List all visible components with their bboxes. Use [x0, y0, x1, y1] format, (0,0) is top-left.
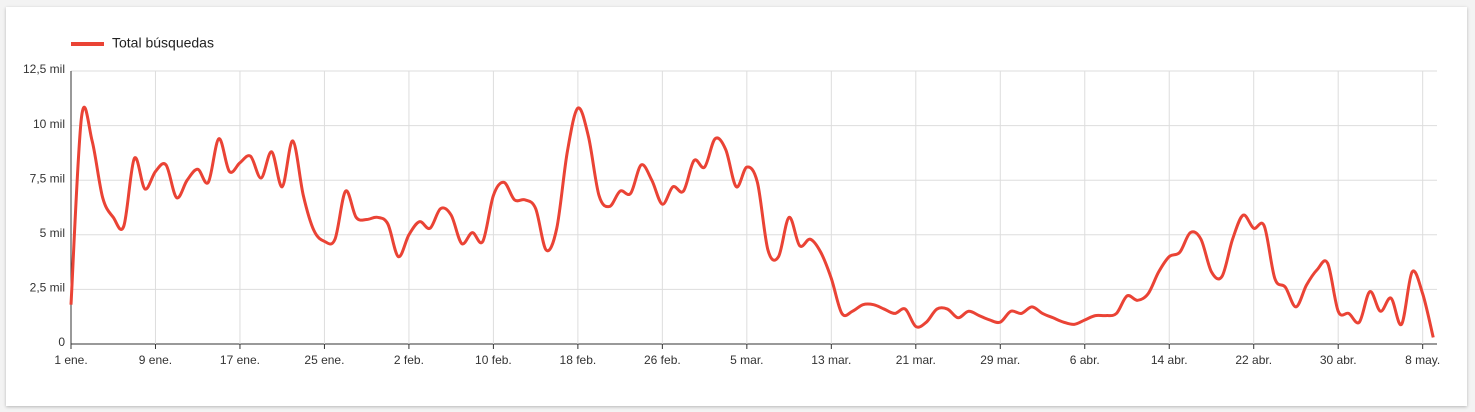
legend-label: Total búsquedas	[112, 35, 214, 51]
y-tick-label: 5 mil	[40, 226, 65, 240]
x-tick-label: 9 ene.	[139, 353, 172, 367]
chart-card	[6, 7, 1467, 406]
x-tick-label: 6 abr.	[1070, 353, 1100, 367]
y-tick-label: 10 mil	[33, 117, 65, 131]
x-tick-label: 8 may.	[1405, 353, 1440, 367]
x-tick-label: 14 abr.	[1151, 353, 1188, 367]
x-tick-label: 18 feb.	[560, 353, 597, 367]
x-tick-label: 5 mar.	[730, 353, 763, 367]
y-tick-label: 7,5 mil	[30, 171, 65, 185]
series-line	[69, 105, 1435, 338]
y-tick-label: 2,5 mil	[30, 281, 65, 295]
x-tick-label: 25 ene.	[304, 353, 344, 367]
x-tick-label: 10 feb.	[475, 353, 512, 367]
x-tick-label: 30 abr.	[1320, 353, 1357, 367]
x-tick-label: 26 feb.	[644, 353, 681, 367]
y-tick-label: 12,5 mil	[23, 62, 65, 76]
x-tick-label: 29 mar.	[980, 353, 1020, 367]
x-tick-label: 1 ene.	[54, 353, 87, 367]
x-tick-label: 22 abr.	[1235, 353, 1272, 367]
y-tick-label: 0	[58, 335, 65, 349]
x-tick-label: 21 mar.	[896, 353, 936, 367]
x-tick-label: 17 ene.	[220, 353, 260, 367]
x-tick-label: 2 feb.	[394, 353, 424, 367]
x-tick-label: 13 mar.	[811, 353, 851, 367]
